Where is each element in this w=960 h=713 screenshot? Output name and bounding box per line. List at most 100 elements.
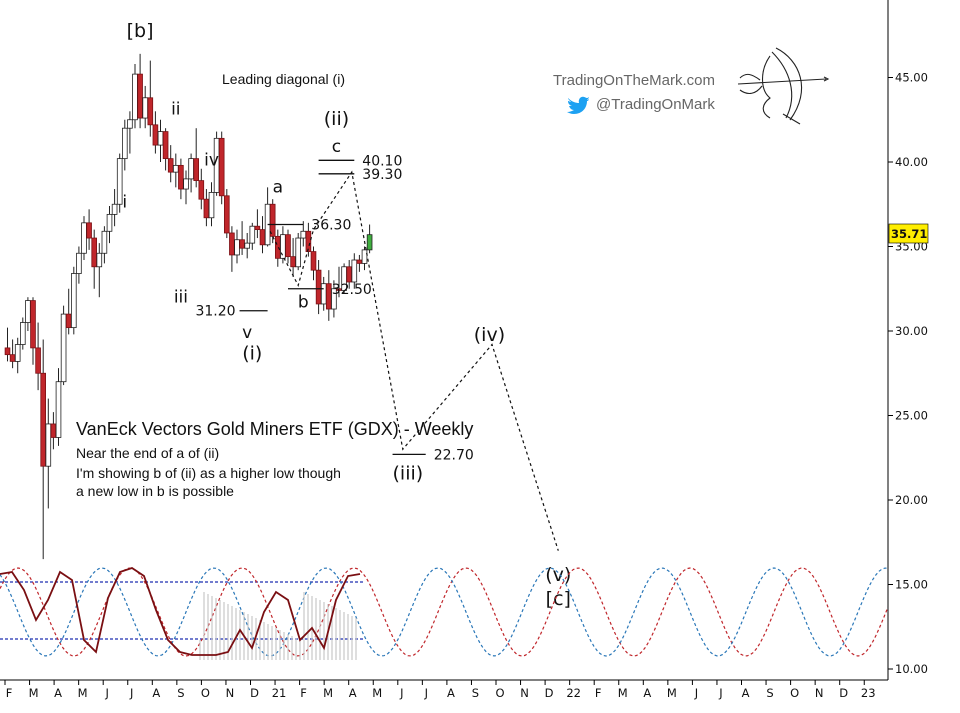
x-tick-label: 21 (272, 686, 287, 700)
x-tick-label: N (815, 686, 824, 700)
chart-title: VanEck Vectors Gold Miners ETF (GDX) - W… (76, 419, 473, 439)
wave-label: (ii) (324, 108, 349, 130)
candle (76, 246, 82, 284)
x-tick-label: D (250, 686, 259, 700)
x-tick-label: J (104, 686, 108, 700)
level-label: 31.20 (195, 304, 235, 320)
twitter-handle: @TradingOnMark (596, 96, 715, 113)
candle (295, 232, 301, 271)
y-tick-label: 15.00 (895, 578, 928, 592)
y-tick-label: 20.00 (895, 493, 928, 507)
candle (331, 280, 337, 318)
candle (14, 337, 21, 374)
x-tick-label: J (129, 686, 133, 700)
wave-label: i (122, 193, 127, 213)
level-label: 39.30 (362, 167, 402, 183)
x-tick-label: S (766, 686, 773, 700)
candle (4, 327, 11, 362)
y-tick-label: 40.00 (895, 155, 928, 169)
wave-label: [b] (127, 20, 154, 42)
x-tick-label: A (152, 686, 160, 700)
x-tick-label: J (694, 686, 698, 700)
x-tick-label: J (399, 686, 403, 700)
x-tick-label: F (6, 686, 13, 700)
pattern-label: Leading diagonal (i) (222, 71, 345, 87)
candle (198, 168, 205, 210)
note-line-1: Near the end of a of (ii) (76, 445, 219, 461)
x-tick-label: 23 (861, 686, 876, 700)
candle (218, 131, 225, 205)
wave-label: (v) (545, 564, 571, 586)
candle (269, 199, 276, 244)
cycle-wave (0, 567, 889, 657)
level-label: 36.30 (311, 218, 351, 234)
wave-label: ii (171, 100, 180, 120)
x-tick-label: A (349, 686, 357, 700)
wave-label: (iii) (393, 463, 424, 485)
candle (249, 222, 256, 250)
site-name: TradingOnTheMark.com (553, 72, 715, 89)
note-line-2: I'm showing b of (ii) as a higher low th… (76, 465, 341, 481)
last-price-box (888, 223, 929, 244)
archer-logo-icon (737, 47, 830, 125)
candle (183, 170, 189, 205)
candle (162, 128, 169, 171)
candle (254, 209, 261, 239)
level-label: 22.70 (434, 447, 474, 463)
wave-label: v (242, 323, 252, 343)
candle (60, 305, 67, 386)
x-tick-label: S (472, 686, 479, 700)
cycle-wave (0, 567, 889, 657)
candle (361, 246, 368, 271)
candle (116, 153, 123, 213)
candle (19, 317, 26, 350)
y-tick-label: 10.00 (895, 662, 928, 676)
x-tick-label: O (495, 686, 504, 700)
y-tick-label: 25.00 (895, 409, 928, 423)
candle (193, 128, 200, 188)
candle (223, 189, 230, 239)
candle (101, 226, 108, 264)
x-tick-label: N (226, 686, 235, 700)
candle (30, 297, 36, 365)
cycle-indicator-panel (0, 567, 889, 660)
wave-label: iii (174, 287, 188, 307)
candle (96, 243, 103, 298)
candle (137, 53, 143, 129)
candle (55, 368, 62, 446)
candle (91, 229, 98, 289)
candle (127, 111, 133, 154)
candle (35, 322, 41, 391)
y-tick-label: 30.00 (895, 324, 928, 338)
wave-label: c (332, 137, 341, 157)
candle (122, 119, 128, 171)
x-tick-label: F (595, 686, 602, 700)
level-label: 40.10 (362, 153, 402, 169)
y-tick-label: 45.00 (895, 71, 928, 85)
note-line-3: a new low in b is possible (76, 483, 234, 499)
candle (81, 216, 87, 261)
x-tick-label: M (29, 686, 39, 700)
candle (106, 205, 113, 244)
x-tick-label: M (372, 686, 382, 700)
wave-label: iv (204, 150, 219, 170)
x-tick-label: M (323, 686, 333, 700)
x-tick-label: O (201, 686, 210, 700)
candle (45, 398, 52, 509)
candle (208, 182, 215, 227)
x-tick-label: A (643, 686, 651, 700)
twitter-icon (567, 96, 589, 114)
x-tick-label: M (618, 686, 628, 700)
x-tick-label: A (54, 686, 62, 700)
candle (244, 232, 251, 259)
candle (285, 229, 291, 264)
candle (111, 189, 118, 227)
x-tick-label: D (839, 686, 848, 700)
candle (86, 209, 92, 250)
x-tick-label: A (447, 686, 455, 700)
